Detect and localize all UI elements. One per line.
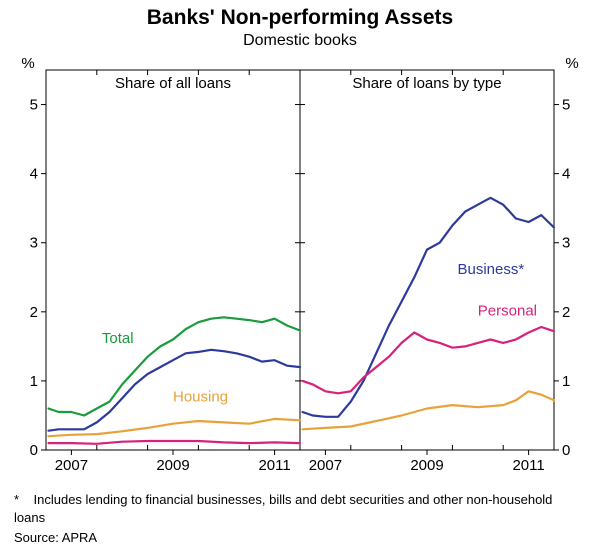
svg-text:Total: Total (102, 330, 134, 347)
footnote: * Includes lending to financial business… (0, 485, 600, 526)
svg-text:2007: 2007 (55, 457, 88, 474)
svg-text:2: 2 (562, 304, 570, 321)
chart-title: Banks' Non-performing Assets (0, 6, 600, 30)
source-line: Source: APRA (0, 526, 600, 545)
svg-text:1: 1 (30, 373, 38, 390)
footnote-text: Includes lending to financial businesses… (14, 492, 552, 525)
svg-text:3: 3 (30, 235, 38, 252)
svg-text:0: 0 (562, 442, 570, 459)
svg-text:4: 4 (30, 166, 38, 183)
svg-text:Personal: Personal (478, 302, 537, 319)
svg-text:2009: 2009 (410, 457, 443, 474)
svg-text:Share of loans by type: Share of loans by type (352, 75, 501, 92)
svg-text:1: 1 (562, 373, 570, 390)
svg-text:Housing: Housing (173, 389, 228, 406)
chart-container: Banks' Non-performing Assets Domestic bo… (0, 6, 600, 558)
svg-text:2007: 2007 (309, 457, 342, 474)
svg-text:5: 5 (562, 97, 570, 114)
svg-text:2009: 2009 (156, 457, 189, 474)
chart-subtitle: Domestic books (0, 32, 600, 50)
svg-text:5: 5 (30, 97, 38, 114)
svg-text:%: % (565, 55, 578, 72)
svg-text:0: 0 (30, 442, 38, 459)
svg-text:2011: 2011 (258, 457, 290, 474)
svg-text:Share of all loans: Share of all loans (115, 75, 231, 92)
svg-text:3: 3 (562, 235, 570, 252)
svg-text:2: 2 (30, 304, 38, 321)
svg-text:Business*: Business* (457, 261, 524, 278)
plot-area: 0 0 1 1 2 2 3 3 4 4 5 5%% 2007 2009 2011 2007 2009 2011 Sh… (0, 50, 600, 485)
svg-text:%: % (21, 55, 34, 72)
svg-text:4: 4 (562, 166, 570, 183)
footnote-marker: * (14, 492, 19, 507)
svg-text:2011: 2011 (512, 457, 544, 474)
